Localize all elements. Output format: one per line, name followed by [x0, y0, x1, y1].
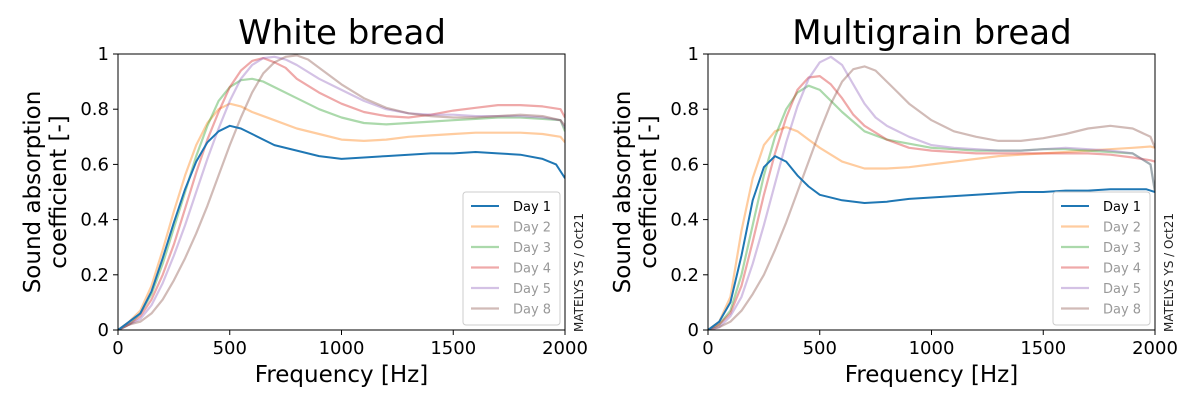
chart-panel-white-bread: White bread 0 500 1000 1500 2000 0 0.2 0.4 0.6 0.8… [20, 13, 588, 388]
x-axis-label: Frequency [Hz] [255, 362, 428, 388]
series-line-day-5 [118, 55, 565, 330]
legend-label-day-3: Day 3 [1103, 241, 1141, 256]
x-tick-label: 500 [803, 338, 837, 359]
legend-box [462, 191, 561, 326]
legend-label-day-2: Day 2 [513, 221, 551, 236]
x-tick-label: 2000 [1132, 338, 1178, 359]
legend-label-day-1: Day 1 [1103, 200, 1141, 215]
y-tick-label: 0.6 [80, 154, 109, 175]
x-tick-label: 1500 [430, 338, 476, 359]
y-tick-label: 0.4 [80, 210, 109, 231]
legend-label-day-5: Day 5 [1103, 282, 1141, 297]
legend: Day 1 Day 2 Day 3 Day 4 Day 5 Day 8 [1052, 191, 1151, 326]
watermark-text: MATELYS YS / Oct21 [1162, 213, 1176, 332]
y-tick-label: 0.6 [670, 154, 699, 175]
y-axis-label-line2: coefficient [-] [636, 115, 662, 268]
chart-panel-multigrain-bread: Multigrain bread 0 500 1000 1500 2000 0 0.2 0.4 0… [610, 13, 1178, 388]
legend: Day 1 Day 2 Day 3 Day 4 Day 5 Day 8 [462, 191, 561, 326]
y-tick-label: 0 [98, 320, 109, 341]
y-axis-label-line2: coefficient [-] [46, 115, 72, 268]
y-tick-label: 1 [688, 44, 699, 65]
y-tick-label: 1 [98, 44, 109, 65]
series-line-day-2 [118, 102, 565, 330]
series-line-day-3 [708, 84, 1155, 330]
series-line-day-4 [708, 74, 1155, 330]
series-group [708, 55, 1155, 330]
legend-label-day-5: Day 5 [513, 282, 551, 297]
x-tick-label: 2000 [542, 338, 588, 359]
chart-title: Multigrain bread [792, 13, 1071, 53]
x-tick-label: 500 [213, 338, 247, 359]
series-group [118, 54, 565, 330]
chart-title: White bread [238, 13, 446, 53]
watermark-text: MATELYS YS / Oct21 [572, 213, 586, 332]
y-tick-label: 0 [688, 320, 699, 341]
y-tick-label: 0.4 [670, 210, 699, 231]
x-tick-label: 0 [702, 338, 713, 359]
series-line-day-2 [708, 125, 1155, 330]
x-tick-label: 1500 [1020, 338, 1066, 359]
series-line-day-1 [708, 155, 1155, 330]
legend-label-day-1: Day 1 [513, 200, 551, 215]
series-line-day-5 [708, 55, 1155, 330]
x-tick-label: 1000 [909, 338, 955, 359]
series-line-day-8 [708, 65, 1155, 330]
legend-label-day-2: Day 2 [1103, 221, 1141, 236]
y-axis-label-line1: Sound absorption [610, 91, 636, 294]
y-tick-label: 0.2 [80, 265, 109, 286]
legend-label-day-4: Day 4 [1103, 262, 1141, 277]
y-tick-label: 0.2 [670, 265, 699, 286]
y-tick-label: 0.8 [80, 99, 109, 120]
x-tick-label: 0 [112, 338, 123, 359]
series-line-day-8 [118, 54, 565, 330]
legend-label-day-3: Day 3 [513, 241, 551, 256]
x-tick-label: 1000 [319, 338, 365, 359]
legend-label-day-4: Day 4 [513, 262, 551, 277]
legend-box [1052, 191, 1151, 326]
legend-label-day-8: Day 8 [513, 303, 551, 318]
y-axis-label-line1: Sound absorption [20, 91, 46, 294]
x-axis-label: Frequency [Hz] [845, 362, 1018, 388]
legend-label-day-8: Day 8 [1103, 303, 1141, 318]
y-tick-label: 0.8 [670, 99, 699, 120]
series-line-day-3 [118, 77, 565, 330]
series-line-day-4 [118, 56, 565, 330]
series-line-day-1 [118, 124, 565, 330]
